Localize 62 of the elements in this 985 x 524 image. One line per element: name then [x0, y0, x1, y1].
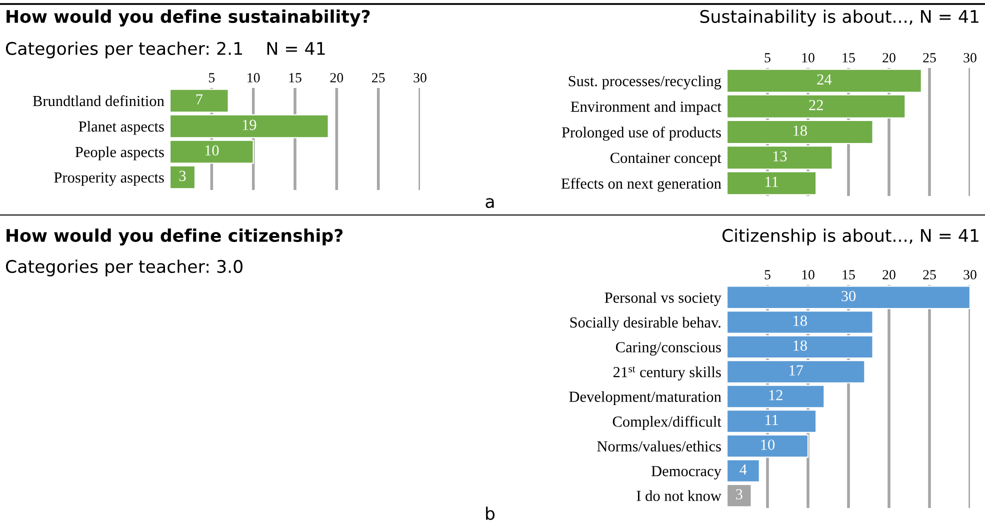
data-label: 30 — [842, 290, 856, 302]
y-tick-label: Caring/conscious — [616, 342, 721, 356]
data-label: 11 — [766, 414, 778, 425]
y-tick-label: Sust. processes/recycling — [568, 76, 722, 90]
x-tick-label: 10 — [248, 73, 260, 82]
data-label: 18 — [794, 316, 807, 326]
x-tick-label: 20 — [882, 53, 896, 62]
y-tick-label: 21$^{st}$ century skills — [613, 366, 721, 380]
y-tick-label: People aspects — [75, 146, 164, 160]
x-tick-label: 25 — [372, 73, 385, 82]
y-tick-label: Brundtland definition — [32, 95, 164, 106]
x-tick-label: 20 — [330, 73, 344, 82]
x-tick-label: 10 — [802, 53, 814, 62]
data-label: 10 — [205, 145, 219, 156]
x-tick-label: 25 — [923, 53, 936, 62]
y-tick-label: Personal vs society — [604, 292, 722, 306]
y-tick-label: Prosperity aspects — [54, 172, 164, 186]
data-label: 18 — [794, 340, 807, 351]
y-tick-label: Container concept — [610, 152, 722, 166]
text: b — [486, 506, 495, 520]
x-tick-label: 20 — [882, 270, 896, 280]
data-label: 18 — [794, 126, 807, 136]
x-tick-label: 15 — [289, 73, 302, 82]
y-tick-label: Complex/difficult — [612, 416, 722, 430]
x-tick-label: 5 — [764, 53, 770, 62]
y-tick-label: Democracy — [651, 466, 722, 480]
text: a — [486, 198, 494, 208]
y-tick-label: Planet aspects — [78, 120, 164, 135]
data-label: 22 — [809, 100, 823, 110]
data-label: 3 — [736, 489, 742, 500]
text: Categories per teacher: 3.0 — [6, 260, 242, 276]
data-label: 10 — [761, 440, 775, 450]
chart-title: How would you define sustainability? — [6, 10, 370, 26]
y-tick-label: I do not know — [636, 490, 722, 502]
data-label: 4 — [740, 464, 747, 475]
chart-title: Sustainability is about..., N = 41 — [700, 10, 978, 26]
x-tick-label: 25 — [923, 270, 936, 280]
text: How would you define citizenship? — [6, 228, 343, 246]
y-tick-label: Development/maturation — [569, 391, 722, 406]
chart-title: Citizenship is about..., N = 41 — [722, 228, 978, 246]
data-label: 3 — [179, 170, 186, 182]
y-tick-label: Norms/values/ethics — [597, 440, 721, 452]
data-label: 19 — [242, 120, 256, 130]
chart-subtitle: Categories per teacher: 2.1 N = 41 — [6, 42, 325, 58]
data-label: 13 — [773, 151, 787, 162]
data-label: 11 — [766, 176, 778, 187]
x-tick-label: 30 — [414, 73, 426, 82]
x-tick-label: 5 — [764, 270, 770, 280]
data-label: 17 — [790, 365, 804, 376]
data-label: 12 — [769, 390, 782, 400]
x-tick-label: 15 — [842, 53, 855, 62]
y-tick-label: Socially desirable behav. — [570, 316, 720, 331]
y-tick-label: Effects on next generation — [561, 178, 722, 192]
x-tick-label: 30 — [964, 270, 976, 280]
data-label: 7 — [196, 94, 203, 104]
x-tick-label: 30 — [964, 53, 976, 62]
y-tick-label: Prolonged use of products — [562, 126, 721, 141]
data-label: 24 — [817, 74, 832, 84]
x-tick-label: 15 — [842, 270, 855, 280]
x-tick-label: 5 — [209, 73, 215, 82]
y-tick-label: Environment and impact — [570, 101, 722, 115]
x-tick-label: 10 — [802, 270, 814, 280]
